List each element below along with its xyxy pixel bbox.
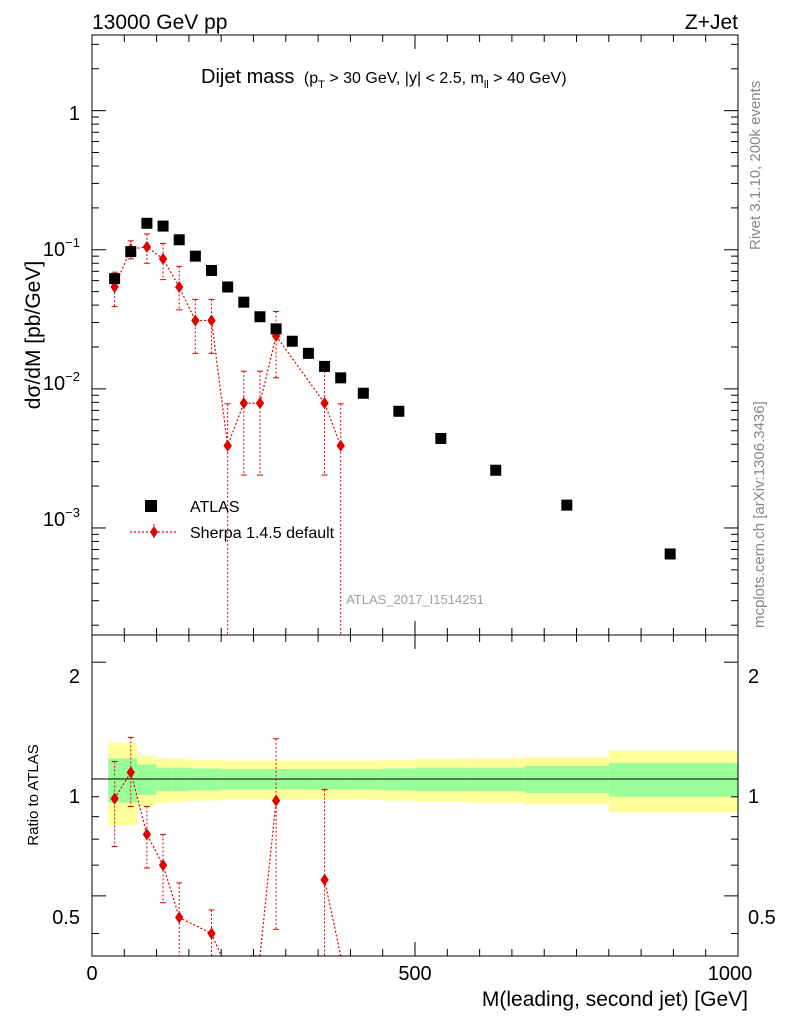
ratio-y-tick-2-left: 2 [69,666,80,688]
main-y-tick-1e-1: 10−1 [43,235,80,261]
main-data-point [157,220,169,232]
title-pt-subscript: T [318,79,325,91]
main-data-point [238,296,250,308]
main-data-point [189,250,201,262]
ratio-band-inner [137,764,157,795]
ratio-mc-line [114,770,212,935]
main-data-point [302,347,314,359]
ratio-mc-point [110,792,119,805]
legend-mc-marker [150,526,158,538]
main-y-tick-1e-2: 10−2 [43,369,80,395]
ratio-y-tick-0.5-left: 0.5 [52,907,80,929]
ratio-mc-point [271,794,281,807]
ratio-bands [92,742,738,826]
ratio-mc-point [142,828,152,841]
ratio-band-inner [608,762,738,797]
analysis-id-label: ATLAS_2017_I1514251 [346,592,484,607]
title-main: Dijet mass [201,66,294,88]
main-data-point [173,234,185,246]
ratio-mc-line-segment [323,879,342,957]
legend-data-label: ATLAS [190,499,240,516]
main-y-tick-1: 1 [69,103,80,125]
main-mc-point [223,439,232,452]
title-cut-mid: > 30 GeV, |y| < 2.5, m [325,70,484,87]
main-data-point [222,281,234,293]
main-data-point [286,335,298,347]
main-mc-point [191,314,200,327]
ratio-y-tick-1-left: 1 [69,786,80,808]
main-y-axis-label: dσ/dM [pb/GeV] [22,261,45,409]
x-tick-label-0: 0 [86,963,97,985]
legend-data-marker [145,500,157,512]
x-tick-label-1000: 1000 [708,963,753,985]
main-mc-point [175,280,184,293]
ratio-panel-frame [91,634,739,957]
main-data-point [319,360,331,372]
main-data-point [254,311,266,323]
main-series [109,217,676,635]
ratio-y-tick-2-right: 2 [748,666,759,688]
ratio-y-axis-label: Ratio to ATLAS [25,744,42,845]
main-data-point [393,405,405,417]
ratio-band-inner [524,766,609,794]
title-cut-prefix: (p [304,70,318,87]
ratio-mc-point [158,859,168,872]
main-data-point [141,217,153,229]
main-mc-line-tail [275,335,342,446]
ratio-mc-point [126,766,135,779]
ratio-mc-point [320,873,329,886]
main-mc-point [336,439,345,452]
ratio-y-tick-1-right: 1 [748,786,759,808]
header-energy-label: 13000 GeV pp [92,11,227,34]
ratio-mc-point [207,927,216,940]
ratio-mc-line-segment [210,933,222,957]
x-axis-label: M(leading, second jet) [GeV] [482,988,748,1011]
main-data-point [490,464,502,476]
main-y-tick-1e-3: 10−3 [43,505,80,531]
ratio-mc-point [175,911,184,924]
ratio-y-tick-0.5-right: 0.5 [748,907,776,929]
legend-mc-label: Sherpa 1.4.5 default [190,525,335,542]
rivet-version-label: Rivet 3.1.10, 200k events [747,81,764,250]
ratio-series [110,736,342,957]
title-ll-subscript: ll [484,79,489,91]
main-mc-point [207,314,216,327]
axis-ticks [91,35,739,956]
main-mc-point [320,397,329,410]
main-mc-point [255,397,265,410]
main-data-point [206,264,218,276]
main-data-point [125,246,137,258]
main-data-point [435,432,447,444]
main-mc-point [158,252,168,265]
main-data-point [270,323,282,335]
main-data-point [335,372,347,384]
main-mc-line [114,246,277,446]
main-mc-point [142,240,152,253]
x-tick-label-500: 500 [398,963,431,985]
source-label: mcplots.cern.ch [arXiv:1306.3436] [751,401,768,628]
main-data-point [357,387,369,399]
main-mc-point [239,397,249,410]
plot-title: Dijet mass (pT > 30 GeV, |y| < 2.5, mll … [201,66,567,91]
title-cut-suffix: > 40 GeV) [489,70,567,87]
main-data-point [109,273,121,285]
header-process-label: Z+Jet [685,11,738,34]
main-data-point [664,548,676,560]
main-data-point [561,499,573,511]
